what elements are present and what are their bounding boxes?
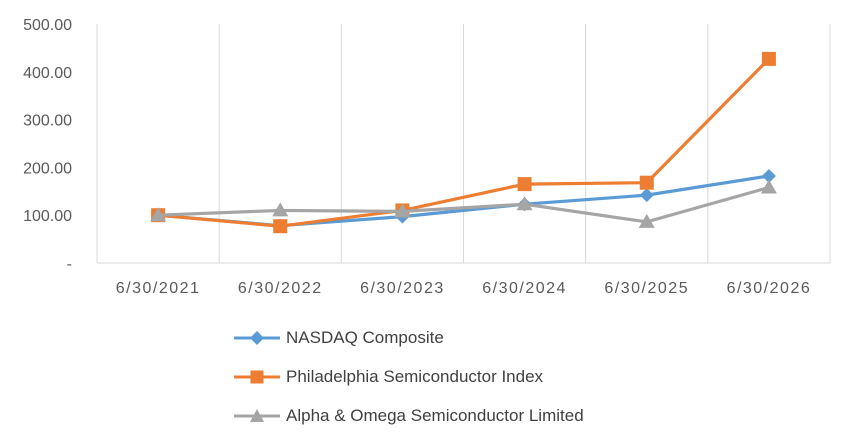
- legend-label: Philadelphia Semiconductor Index: [286, 366, 544, 386]
- series-line: [158, 185, 770, 224]
- triangle-marker-icon: [250, 408, 264, 422]
- series-line: [157, 57, 771, 228]
- y-tick-label: 100.00: [23, 208, 72, 225]
- square-marker-icon: [250, 370, 264, 383]
- y-tick-label: 300.00: [23, 113, 72, 130]
- legend-label: NASDAQ Composite: [286, 327, 444, 347]
- y-tick-label: -: [67, 256, 72, 273]
- legend: NASDAQ Composite Philadelphia Semiconduc…: [232, 318, 584, 435]
- data-point: [150, 207, 167, 222]
- diamond-marker-icon: [250, 330, 264, 345]
- legend-item-nasdaq: NASDAQ Composite: [232, 318, 584, 357]
- series-2: [150, 179, 777, 228]
- y-tick-label: 200.00: [23, 160, 72, 177]
- x-tick-labels: 6/30/2021 6/30/2022 6/30/2023 6/30/2024 6/30…: [116, 280, 812, 297]
- y-tick-label: 500.00: [23, 17, 72, 34]
- series-lines: [150, 51, 777, 234]
- x-tick-label: 6/30/2023: [360, 280, 445, 297]
- data-point: [273, 219, 288, 234]
- legend-swatch-sox: [234, 370, 280, 383]
- legend-item-sox: Philadelphia Semiconductor Index: [232, 357, 584, 396]
- data-point: [761, 169, 776, 184]
- y-tick-labels: - 100.00 200.00 300.00 400.00 500.00: [23, 17, 72, 273]
- x-tick-label: 6/30/2022: [238, 280, 323, 297]
- data-point: [517, 177, 532, 192]
- data-point: [272, 202, 289, 217]
- data-point: [761, 51, 776, 66]
- data-point: [639, 188, 654, 203]
- x-tick-label: 6/30/2024: [482, 280, 567, 297]
- x-tick-label: 6/30/2025: [604, 280, 689, 297]
- line-chart: - 100.00 200.00 300.00 400.00 500.00 6/30/202…: [23, 17, 831, 297]
- data-point: [760, 179, 777, 194]
- x-tick-label: 6/30/2021: [116, 280, 201, 297]
- legend-item-aos: Alpha & Omega Semiconductor Limited: [232, 396, 584, 435]
- data-point: [638, 213, 655, 228]
- vertical-gridlines: [96, 24, 831, 263]
- legend-swatch-nasdaq: [234, 330, 280, 345]
- data-point: [394, 203, 411, 218]
- legend-label: Alpha & Omega Semiconductor Limited: [286, 405, 584, 425]
- data-point: [639, 175, 654, 190]
- legend-swatch-aos: [234, 408, 280, 422]
- data-point: [516, 196, 533, 211]
- y-tick-label: 400.00: [23, 65, 72, 82]
- x-tick-label: 6/30/2026: [727, 280, 812, 297]
